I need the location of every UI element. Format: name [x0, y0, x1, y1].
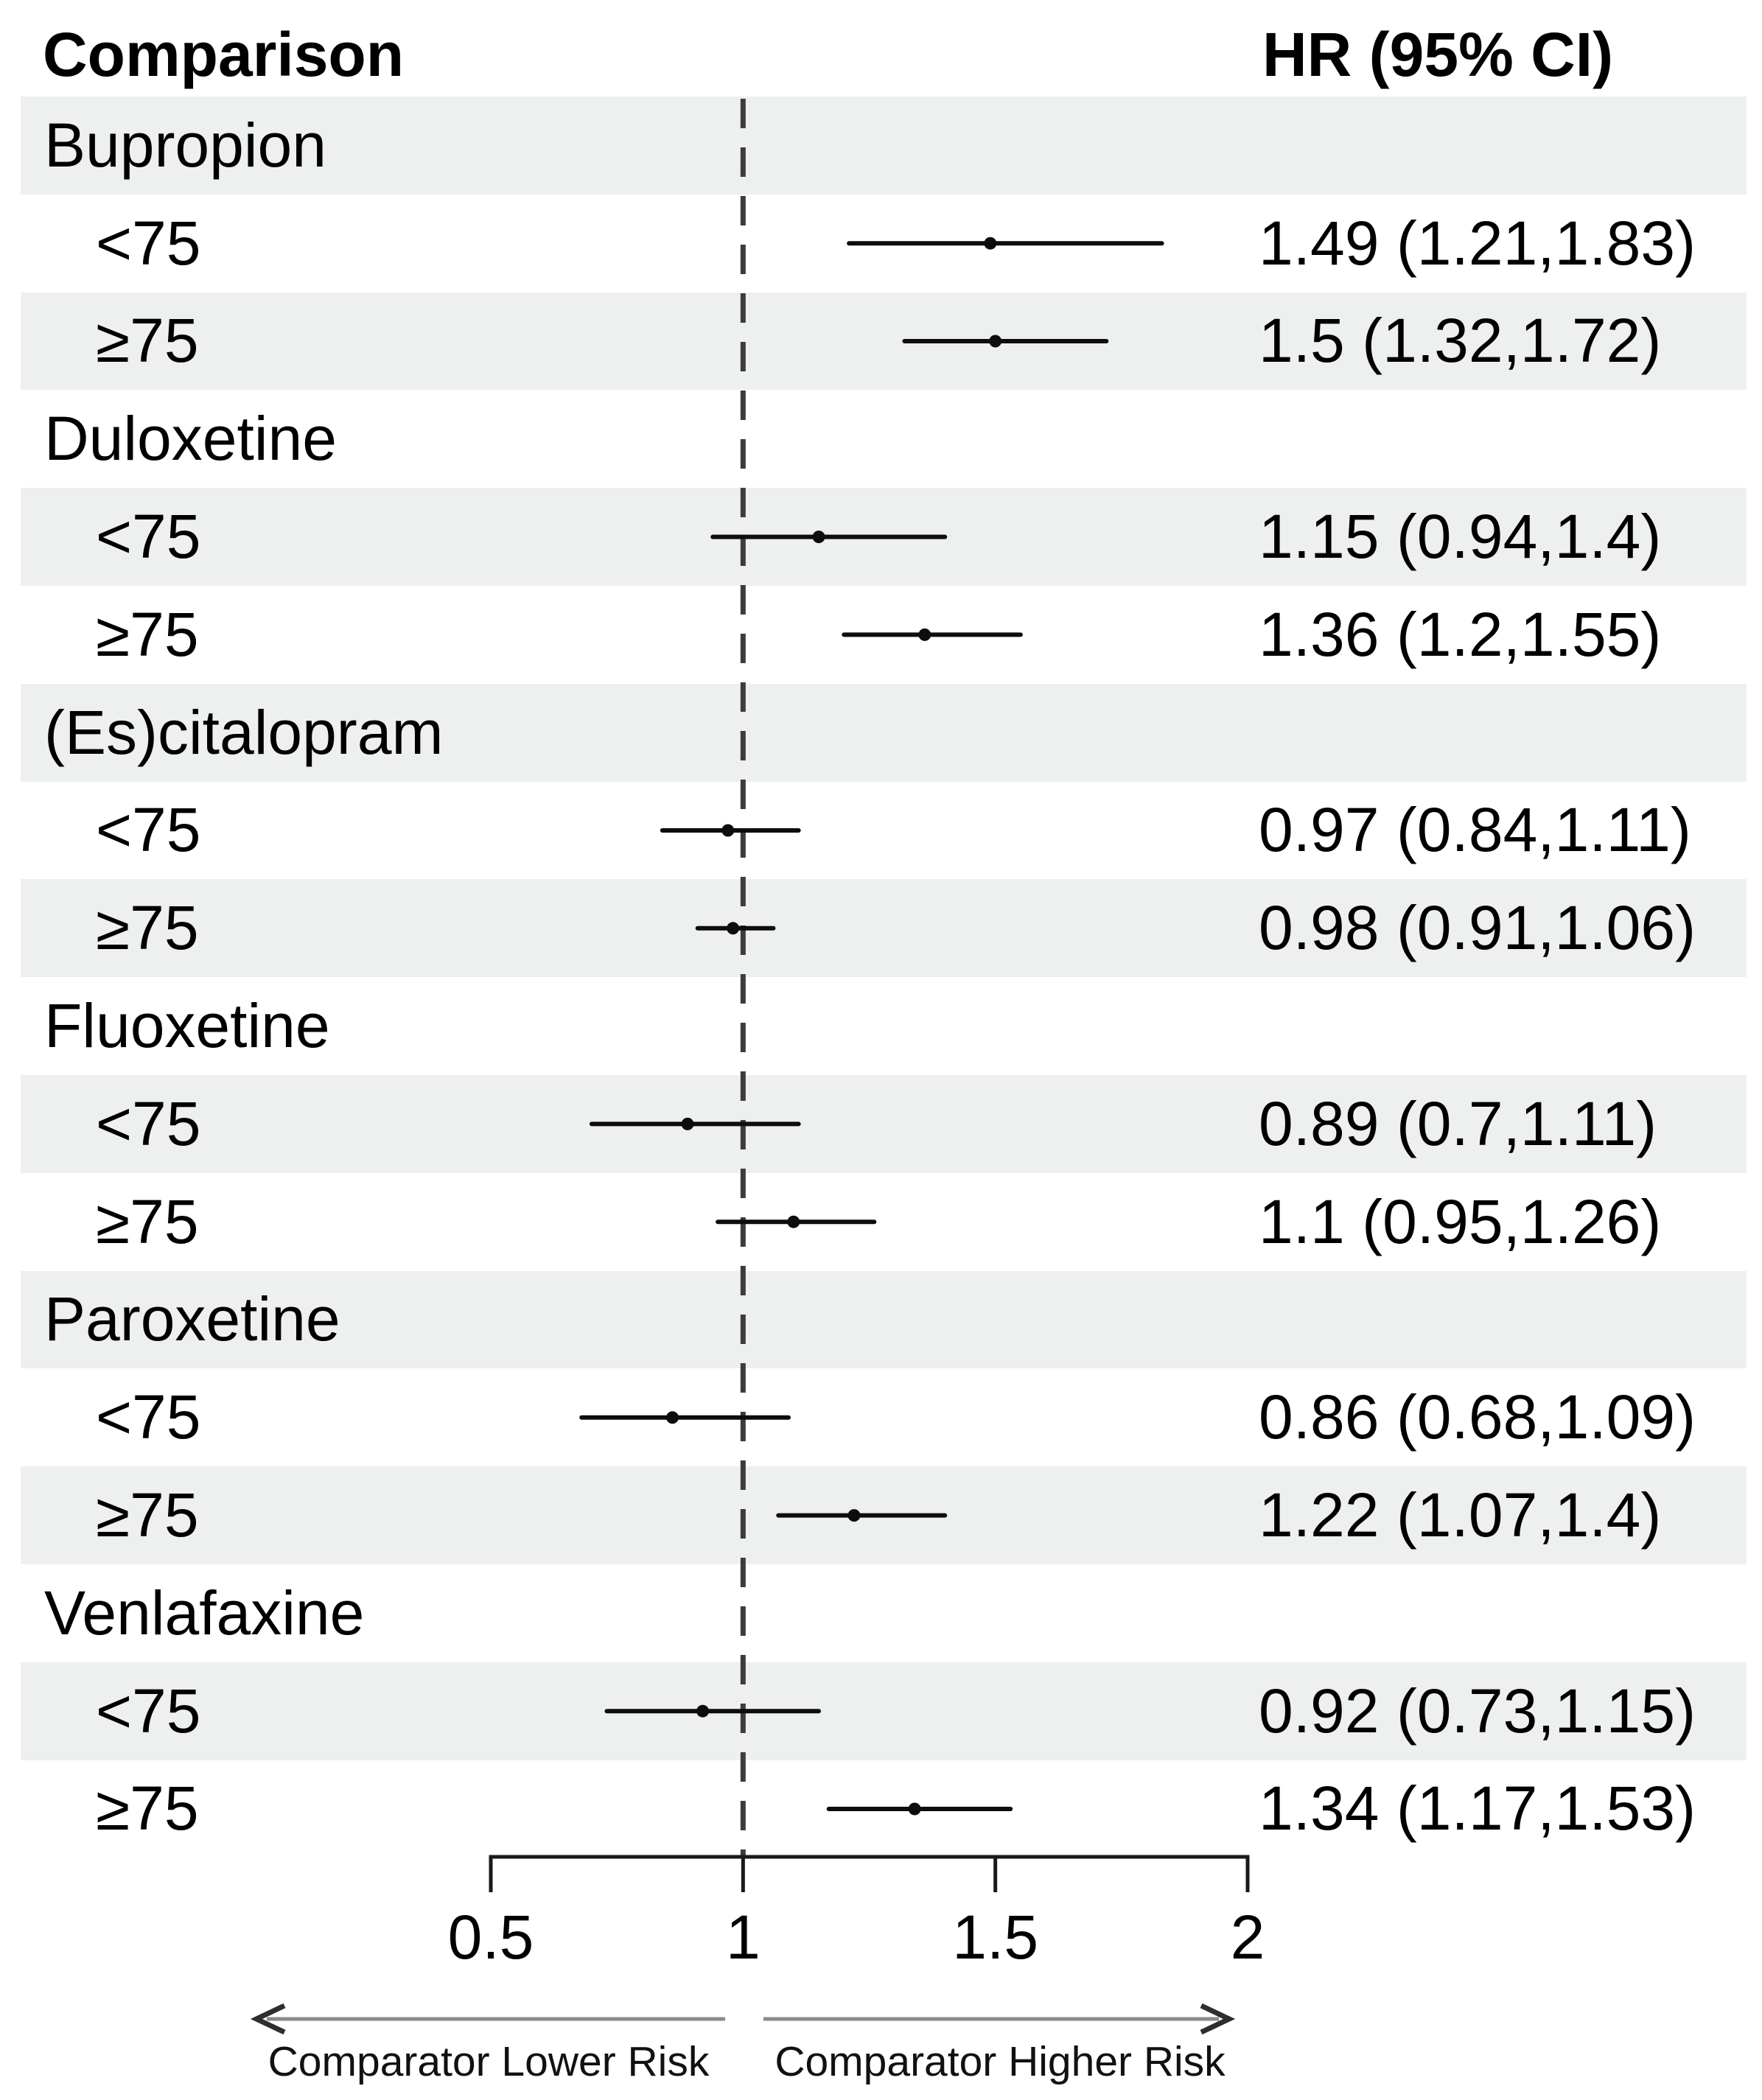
hr-ci-value: 1.1 (0.95,1.26) — [1259, 1186, 1662, 1256]
drug-name-label: Duloxetine — [44, 404, 337, 474]
x-axis-tick-label: 1.5 — [952, 1903, 1039, 1972]
x-axis-tick-label: 1 — [725, 1903, 761, 1972]
drug-name-label: Fluoxetine — [44, 991, 330, 1061]
table-row: <75 1.49 (1.21,1.83) — [0, 195, 1762, 293]
table-row: ≥75 1.5 (1.32,1.72) — [0, 292, 1762, 391]
table-row: ≥75 1.36 (1.2,1.55) — [0, 586, 1762, 684]
hr-ci-value: 0.86 (0.68,1.09) — [1259, 1382, 1696, 1452]
table-row-group-header: Paroxetine — [0, 1270, 1762, 1369]
table-row-group-header: Bupropion — [0, 97, 1762, 195]
lower-risk-label: Comparator Lower Risk — [268, 2038, 710, 2085]
drug-name-label: Venlafaxine — [44, 1578, 365, 1648]
age-group-label: ≥75 — [96, 599, 199, 669]
age-group-label: <75 — [96, 795, 201, 865]
table-row: ≥75 1.1 (0.95,1.26) — [0, 1173, 1762, 1271]
drug-name-label: Paroxetine — [44, 1284, 340, 1354]
hr-ci-value: 1.5 (1.32,1.72) — [1259, 306, 1662, 376]
table-row-group-header: (Es)citalopram — [0, 683, 1762, 782]
age-group-label: ≥75 — [96, 1186, 199, 1256]
table-row: <75 0.97 (0.84,1.11) — [0, 782, 1762, 880]
table-row: ≥75 1.34 (1.17,1.53) — [0, 1760, 1762, 1858]
table-row: <75 1.15 (0.94,1.4) — [0, 488, 1762, 586]
hr-ci-value: 1.36 (1.2,1.55) — [1259, 599, 1662, 669]
age-group-label: ≥75 — [96, 893, 199, 963]
age-group-label: ≥75 — [96, 1774, 199, 1844]
age-group-label: <75 — [96, 502, 201, 572]
table-row: <75 0.92 (0.73,1.15) — [0, 1662, 1762, 1760]
age-group-label: ≥75 — [96, 306, 199, 376]
table-row: <75 0.89 (0.7,1.11) — [0, 1075, 1762, 1173]
table-row: ≥75 0.98 (0.91,1.06) — [0, 879, 1762, 977]
x-axis-tick-label: 0.5 — [447, 1903, 534, 1972]
age-group-label: <75 — [96, 1088, 201, 1158]
hr-ci-value: 1.34 (1.17,1.53) — [1259, 1774, 1696, 1844]
table-row-group-header: Duloxetine — [0, 390, 1762, 488]
right-arrowhead-icon — [1200, 2003, 1236, 2035]
table-row-group-header: Fluoxetine — [0, 977, 1762, 1075]
age-group-label: <75 — [96, 1676, 201, 1746]
hr-ci-value: 0.98 (0.91,1.06) — [1259, 893, 1696, 963]
column-header-hr-ci: HR (95% CI) — [1262, 20, 1614, 89]
hr-ci-value: 0.89 (0.7,1.11) — [1259, 1088, 1657, 1158]
hr-ci-value: 0.97 (0.84,1.11) — [1259, 795, 1691, 865]
higher-risk-label: Comparator Higher Risk — [775, 2038, 1226, 2085]
age-group-label: ≥75 — [96, 1480, 199, 1550]
x-axis — [489, 1855, 1250, 1892]
hr-ci-value: 1.49 (1.21,1.83) — [1259, 208, 1696, 278]
x-axis-tick-label: 2 — [1230, 1903, 1265, 1972]
table-row-group-header: Venlafaxine — [0, 1564, 1762, 1662]
drug-name-label: (Es)citalopram — [44, 697, 444, 767]
table-row: ≥75 1.22 (1.07,1.4) — [0, 1466, 1762, 1564]
column-header-comparison: Comparison — [43, 20, 405, 89]
hr-ci-value: 0.92 (0.73,1.15) — [1259, 1676, 1696, 1746]
hr-ci-value: 1.22 (1.07,1.4) — [1259, 1480, 1662, 1550]
age-group-label: <75 — [96, 1382, 201, 1452]
hr-ci-value: 1.15 (0.94,1.4) — [1259, 502, 1662, 572]
age-group-label: <75 — [96, 208, 201, 278]
table-row: <75 0.86 (0.68,1.09) — [0, 1368, 1762, 1466]
left-arrowhead-icon — [250, 2003, 286, 2035]
drug-name-label: Bupropion — [44, 110, 326, 180]
